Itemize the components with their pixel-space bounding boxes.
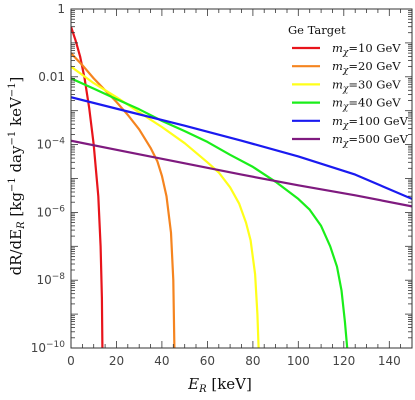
series-lines bbox=[71, 26, 412, 348]
series-line-5 bbox=[71, 96, 412, 200]
series-line-6 bbox=[71, 139, 412, 208]
legend-entry: mχ=100 GeV bbox=[332, 114, 409, 131]
series-line-4 bbox=[71, 77, 349, 348]
x-tick-label: 0 bbox=[67, 354, 75, 368]
legend-entry: mχ=500 GeV bbox=[332, 132, 409, 149]
y-tick-label: 1 bbox=[57, 2, 65, 16]
legend-entry: mχ=40 GeV bbox=[332, 96, 401, 113]
legend-entry: mχ=10 GeV bbox=[332, 41, 401, 58]
x-tick-label: 60 bbox=[200, 354, 215, 368]
y-tick-label: 10−6 bbox=[36, 204, 65, 219]
x-tick-label: 140 bbox=[378, 354, 401, 368]
y-tick-label: 10−10 bbox=[31, 340, 66, 355]
axis-ticks bbox=[70, 8, 413, 349]
legend-entry: mχ=20 GeV bbox=[332, 59, 401, 76]
x-tick-label: 80 bbox=[245, 354, 260, 368]
y-tick-label: 10−4 bbox=[36, 137, 65, 152]
y-axis-title: dR/dER [kg−1 day−1 keV−1] bbox=[7, 77, 27, 276]
y-tick-label: 10−8 bbox=[36, 272, 65, 287]
series-line-2 bbox=[71, 52, 176, 348]
x-tick-label: 20 bbox=[109, 354, 124, 368]
legend-title: Ge Target bbox=[288, 23, 346, 37]
tick-labels: 0 20 40 60 80 100 120 140 10−10 10−8 10−6 10−4 0.01 1 bbox=[31, 2, 401, 368]
y-tick-label: 0.01 bbox=[38, 70, 65, 84]
x-axis-title: ER [keV] bbox=[187, 375, 252, 395]
x-tick-label: 120 bbox=[332, 354, 355, 368]
series-line-1 bbox=[71, 26, 104, 348]
legend-entry: mχ=30 GeV bbox=[332, 77, 401, 94]
x-tick-label: 40 bbox=[154, 354, 169, 368]
x-tick-label: 100 bbox=[287, 354, 310, 368]
